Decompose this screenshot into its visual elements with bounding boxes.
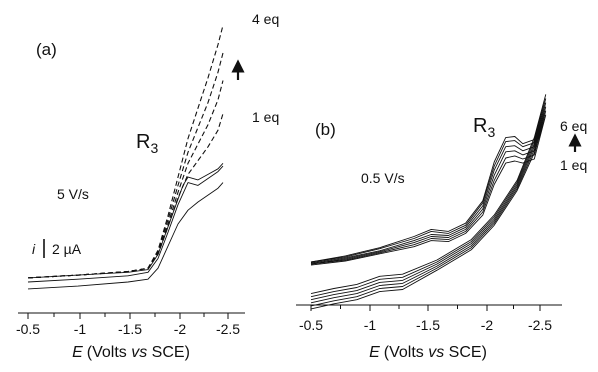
scale-bar-symbol: i: [32, 241, 36, 257]
panel-b-tick-label: -1.5: [416, 317, 440, 333]
panel-b-x-axis-title: E (Volts vs SCE): [369, 344, 487, 361]
panel-a-curves: [27, 25, 224, 290]
panel-b-peak-label: R3: [473, 115, 495, 140]
panel-b-tick-label: -2: [481, 317, 494, 333]
panel-a-tick-label: -2.5: [216, 321, 240, 337]
axis-title-vs: vs: [131, 344, 147, 361]
panel-a-x-ticks: [27, 313, 229, 319]
panel-b-curves: [310, 94, 547, 310]
panel-a-tick-label: -1.5: [118, 321, 142, 337]
panel-a-series-line-4: [27, 25, 224, 279]
axis-title-part: SCE): [147, 344, 190, 361]
panel-a-peak-label: R3: [136, 131, 158, 156]
axis-title-e: E: [369, 344, 380, 361]
panel-a-top-eq: 4 eq: [252, 11, 279, 27]
panel-a-scale-bar: i 2 µA: [32, 239, 82, 258]
axis-title-part: (Volts: [87, 344, 131, 361]
panel-a-tick-label: -2: [174, 321, 187, 337]
panel-b-top-eq: 6 eq: [560, 118, 587, 134]
peak-subscript: 3: [487, 124, 495, 140]
panel-a-label: (a): [36, 40, 57, 59]
panel-a-bottom-eq: 1 eq: [252, 109, 279, 125]
panel-a-series-line-3: [27, 182, 224, 290]
axis-title-part: SCE): [444, 344, 487, 361]
scale-bar-label: 2 µA: [52, 241, 82, 257]
panel-a-tick-label: -0.5: [16, 321, 40, 337]
panel-b-scan-rate: 0.5 V/s: [361, 170, 405, 186]
panel-a-scan-rate: 5 V/s: [57, 186, 89, 202]
panel-b-series-line-4: [310, 106, 547, 304]
panel-b-series-line-6: [310, 114, 547, 310]
panel-b: -0.5 -1 -1.5 -2 -2.5 E (Volts vs SCE) (b)…: [296, 94, 587, 361]
peak-letter: R: [473, 115, 487, 137]
panel-a-series-line-2: [27, 165, 224, 283]
panel-b-bottom-eq: 1 eq: [560, 157, 587, 173]
panel-b-series-line-2: [310, 98, 547, 298]
panel-b-x-ticks: [310, 305, 541, 311]
panel-b-tick-label: -0.5: [299, 317, 323, 333]
peak-letter: R: [136, 131, 150, 153]
panel-b-tick-label: -1: [364, 317, 377, 333]
panel-a-tick-label: -1: [74, 321, 87, 337]
axis-title-vs: vs: [428, 344, 444, 361]
panel-b-series-line-1: [310, 94, 547, 295]
panel-a-series-line-7: [27, 113, 224, 279]
panel-b-tick-label: -2.5: [528, 317, 552, 333]
panel-a-x-axis-title: E (Volts vs SCE): [72, 344, 190, 361]
panel-a: -0.5 -1 -1.5 -2 -2.5 E (Volts vs SCE) (a)…: [16, 11, 279, 361]
panel-b-series-line-5: [310, 110, 547, 307]
axis-title-e: E: [72, 344, 83, 361]
panel-a-series-line-1: [27, 162, 224, 279]
panel-b-series-line-3: [310, 102, 547, 301]
peak-subscript: 3: [150, 140, 158, 156]
axis-title-part: (Volts: [384, 344, 428, 361]
panel-b-label: (b): [315, 120, 336, 139]
